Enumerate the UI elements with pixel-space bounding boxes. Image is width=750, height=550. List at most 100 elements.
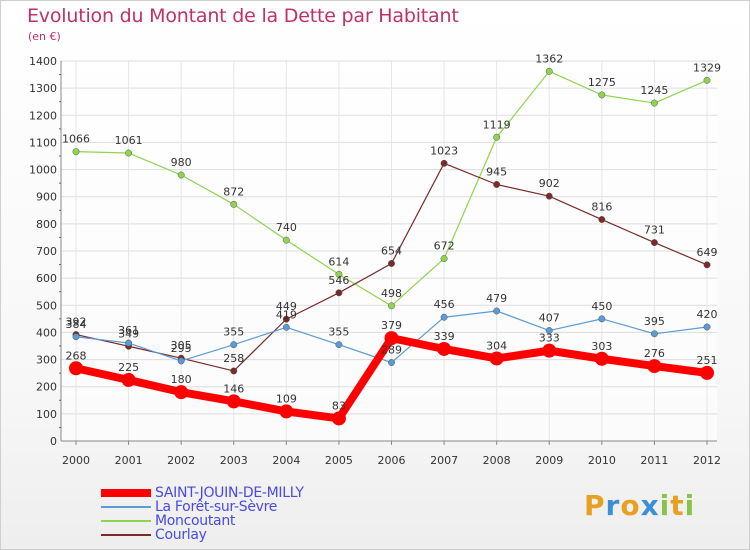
data-point-3 xyxy=(440,159,448,167)
data-point-1 xyxy=(125,339,133,347)
logo-letter: x xyxy=(640,489,660,522)
data-point-1 xyxy=(650,330,658,338)
data-point-0 xyxy=(489,351,504,366)
x-tick-label: 2002 xyxy=(167,454,195,467)
data-label-2: 740 xyxy=(276,221,297,234)
data-point-2 xyxy=(230,200,238,208)
data-label-3: 731 xyxy=(644,224,665,237)
logo-letter: i xyxy=(659,489,671,522)
data-label-0: 146 xyxy=(223,382,244,395)
x-tick-label: 2012 xyxy=(693,454,721,467)
x-tick-label: 2000 xyxy=(62,454,90,467)
logo-letter: o xyxy=(620,489,641,522)
data-label-0: 268 xyxy=(66,349,87,362)
legend-label: Moncoutant xyxy=(155,513,236,529)
data-point-1 xyxy=(598,315,606,323)
data-point-2 xyxy=(493,133,501,141)
data-point-0 xyxy=(700,365,714,380)
y-tick-label: 0 xyxy=(50,435,57,448)
legend-swatch xyxy=(101,520,151,522)
data-point-0 xyxy=(542,343,557,358)
data-label-0: 225 xyxy=(118,361,139,374)
y-tick-label: 900 xyxy=(36,191,57,204)
y-tick-label: 800 xyxy=(36,218,57,231)
data-point-2 xyxy=(125,149,133,157)
logo-letter: i xyxy=(684,489,696,522)
data-label-3: 392 xyxy=(66,316,87,329)
logo-letter: r xyxy=(605,489,621,522)
data-label-2: 614 xyxy=(328,255,349,268)
data-point-3 xyxy=(335,289,343,297)
data-label-2: 1119 xyxy=(483,118,511,131)
y-tick-label: 400 xyxy=(36,326,57,339)
y-tick-label: 1400 xyxy=(29,55,57,68)
data-label-1: 384 xyxy=(66,318,87,331)
data-point-3 xyxy=(493,181,501,188)
data-label-2: 872 xyxy=(223,185,244,198)
data-label-0: 83 xyxy=(332,399,346,412)
data-label-0: 109 xyxy=(276,392,297,405)
data-point-1 xyxy=(440,313,448,321)
y-tick-label: 500 xyxy=(36,299,57,312)
data-point-3 xyxy=(282,315,290,323)
data-point-0 xyxy=(226,394,241,409)
data-label-1: 479 xyxy=(486,292,507,305)
data-point-1 xyxy=(545,327,553,334)
data-label-1: 355 xyxy=(328,326,349,339)
data-point-0 xyxy=(647,359,662,374)
data-label-2: 1329 xyxy=(693,61,721,74)
legend-label: SAINT-JOUIN-DE-MILLY xyxy=(155,485,304,501)
y-tick-label: 1000 xyxy=(29,164,57,177)
data-label-0: 251 xyxy=(697,354,718,367)
legend-swatch xyxy=(101,506,151,508)
data-label-0: 304 xyxy=(486,339,507,352)
data-label-1: 456 xyxy=(434,298,455,311)
data-point-3 xyxy=(388,260,395,267)
x-tick-label: 2005 xyxy=(325,454,353,467)
data-point-1 xyxy=(230,341,238,349)
data-point-0 xyxy=(69,361,83,376)
data-label-1: 450 xyxy=(591,300,612,313)
data-point-2 xyxy=(388,302,395,310)
data-point-2 xyxy=(72,148,80,156)
x-tick-label: 2009 xyxy=(535,454,563,467)
y-tick-label: 700 xyxy=(36,245,57,258)
x-tick-label: 2008 xyxy=(483,454,511,467)
logo-letter: P xyxy=(584,489,606,522)
data-point-3 xyxy=(650,239,658,247)
y-tick-label: 1200 xyxy=(29,109,57,122)
y-tick-label: 600 xyxy=(36,272,57,285)
data-label-1: 295 xyxy=(171,342,192,355)
data-point-1 xyxy=(703,323,711,331)
data-label-2: 1061 xyxy=(115,134,143,147)
data-point-0 xyxy=(437,341,452,356)
data-point-2 xyxy=(545,67,553,75)
data-point-2 xyxy=(650,99,658,107)
legend-label: La Forêt-sur-Sèvre xyxy=(155,499,278,515)
data-label-1: 420 xyxy=(697,308,718,321)
data-label-3: 349 xyxy=(118,327,139,340)
data-point-2 xyxy=(282,236,290,244)
data-point-2 xyxy=(598,91,606,99)
data-point-2 xyxy=(440,255,448,263)
data-label-0: 339 xyxy=(434,330,455,343)
data-label-0: 276 xyxy=(644,347,665,360)
data-label-1: 419 xyxy=(276,308,297,321)
data-label-1: 407 xyxy=(539,312,560,325)
data-label-2: 672 xyxy=(434,240,455,253)
data-point-0 xyxy=(594,351,609,366)
data-label-1: 289 xyxy=(381,344,402,357)
data-label-3: 305 xyxy=(171,339,192,352)
data-point-1 xyxy=(72,333,80,341)
x-tick-label: 2004 xyxy=(272,454,300,467)
data-label-3: 654 xyxy=(381,244,402,257)
data-point-0 xyxy=(331,411,346,426)
data-point-2 xyxy=(703,76,711,84)
legend-swatch xyxy=(101,534,151,536)
y-tick-label: 1100 xyxy=(29,136,57,149)
data-label-0: 379 xyxy=(381,319,402,332)
data-point-0 xyxy=(121,372,136,387)
proxiti-logo: Proxiti xyxy=(584,489,695,522)
